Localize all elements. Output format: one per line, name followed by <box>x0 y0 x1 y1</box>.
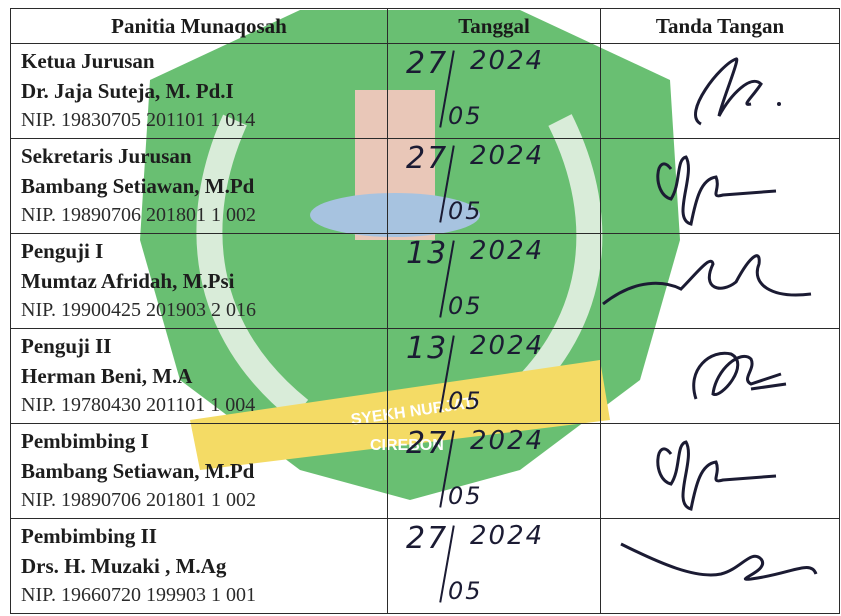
handwritten-day: 27 <box>406 46 449 81</box>
member-nip: NIP. 19780430 201101 1 004 <box>21 394 256 416</box>
member-name: Dr. Jaja Suteja, M. Pd.I <box>21 79 234 103</box>
date-cell: 27 2024 05 <box>387 423 601 519</box>
header-signature: Tanda Tangan <box>600 8 840 44</box>
handwritten-month: 05 <box>448 102 483 130</box>
signature-5 <box>656 440 777 511</box>
date-cell: 13 2024 05 <box>387 233 601 329</box>
date-cell: 27 2024 05 <box>387 138 601 234</box>
member-nip: NIP. 19830705 201101 1 014 <box>21 109 256 131</box>
signature-cell <box>600 233 840 329</box>
date-cell: 27 2024 05 <box>387 518 601 614</box>
committee-cell: Penguji II Herman Beni, M.A NIP. 1978043… <box>10 328 388 424</box>
signature-6 <box>620 542 818 581</box>
munaqosah-committee-table: Panitia Munaqosah Tanggal Tanda Tangan K… <box>10 8 840 614</box>
handwritten-year: 2024 <box>470 46 545 76</box>
member-role: Penguji II <box>21 334 112 358</box>
handwritten-day: 27 <box>406 141 449 176</box>
member-nip: NIP. 19890706 201801 1 002 <box>21 204 257 226</box>
member-name: Bambang Setiawan, M.Pd <box>21 174 255 198</box>
handwritten-month: 05 <box>448 482 483 510</box>
date-cell: 13 2024 05 <box>387 328 601 424</box>
handwritten-year: 2024 <box>470 236 545 266</box>
member-name: Drs. H. Muzaki , M.Ag <box>21 554 227 578</box>
member-role: Pembimbing I <box>21 429 149 453</box>
handwritten-day: 13 <box>406 236 449 271</box>
table-row: Penguji II Herman Beni, M.A NIP. 1978043… <box>10 328 840 424</box>
handwritten-month: 05 <box>448 292 483 320</box>
signature-3 <box>602 254 812 306</box>
date-cell: 27 2024 05 <box>387 43 601 139</box>
handwritten-year: 2024 <box>470 521 545 551</box>
member-role: Penguji I <box>21 239 104 263</box>
header-date: Tanggal <box>387 8 601 44</box>
signature-cell <box>600 138 840 234</box>
handwritten-year: 2024 <box>470 141 545 171</box>
member-role: Ketua Jurusan <box>21 49 155 73</box>
table-row: Pembimbing II Drs. H. Muzaki , M.Ag NIP.… <box>10 518 840 614</box>
member-nip: NIP. 19660720 199903 1 001 <box>21 584 257 606</box>
table-row: Penguji I Mumtaz Afridah, M.Psi NIP. 199… <box>10 233 840 329</box>
committee-cell: Penguji I Mumtaz Afridah, M.Psi NIP. 199… <box>10 233 388 329</box>
signature-2 <box>656 155 777 226</box>
table-row: Sekretaris Jurusan Bambang Setiawan, M.P… <box>10 138 840 234</box>
table-row: Pembimbing I Bambang Setiawan, M.Pd NIP.… <box>10 423 840 519</box>
handwritten-month: 05 <box>448 577 483 605</box>
handwritten-month: 05 <box>448 197 483 225</box>
table-header-row: Panitia Munaqosah Tanggal Tanda Tangan <box>10 8 840 44</box>
member-nip: NIP. 19900425 201903 2 016 <box>21 299 257 321</box>
committee-cell: Ketua Jurusan Dr. Jaja Suteja, M. Pd.I N… <box>10 43 388 139</box>
signature-cell <box>600 423 840 519</box>
handwritten-year: 2024 <box>470 426 545 456</box>
handwritten-month: 05 <box>448 387 483 415</box>
signature-cell <box>600 518 840 614</box>
member-name: Bambang Setiawan, M.Pd <box>21 459 255 483</box>
signature-1 <box>694 57 781 126</box>
signature-cell <box>600 328 840 424</box>
table-row: Ketua Jurusan Dr. Jaja Suteja, M. Pd.I N… <box>10 43 840 139</box>
handwritten-day: 13 <box>406 331 449 366</box>
handwritten-day: 27 <box>406 426 449 461</box>
member-nip: NIP. 19890706 201801 1 002 <box>21 489 257 511</box>
handwritten-day: 27 <box>406 521 449 556</box>
member-role: Sekretaris Jurusan <box>21 144 192 168</box>
committee-cell: Pembimbing I Bambang Setiawan, M.Pd NIP.… <box>10 423 388 519</box>
signature-cell <box>600 43 840 139</box>
handwritten-year: 2024 <box>470 331 545 361</box>
member-name: Herman Beni, M.A <box>21 364 193 388</box>
signature-4 <box>692 351 787 400</box>
committee-cell: Pembimbing II Drs. H. Muzaki , M.Ag NIP.… <box>10 518 388 614</box>
member-name: Mumtaz Afridah, M.Psi <box>21 269 235 293</box>
committee-cell: Sekretaris Jurusan Bambang Setiawan, M.P… <box>10 138 388 234</box>
member-role: Pembimbing II <box>21 524 157 548</box>
header-committee: Panitia Munaqosah <box>10 8 388 44</box>
